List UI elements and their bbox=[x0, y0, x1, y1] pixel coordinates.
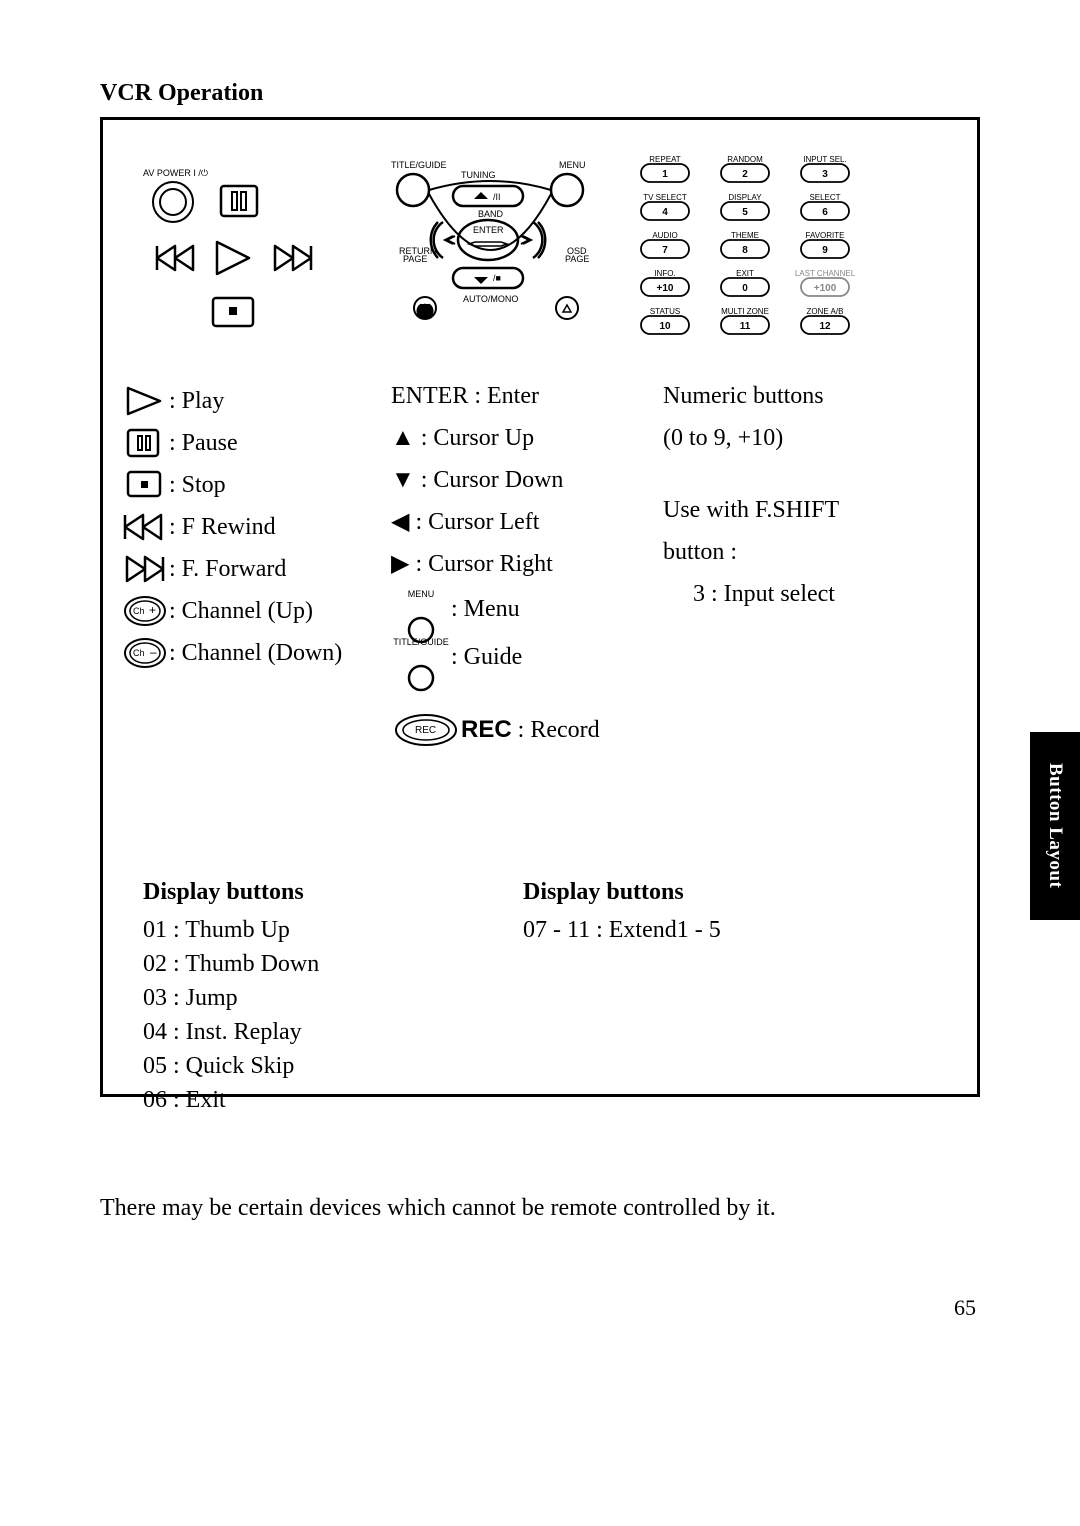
display-buttons-right: Display buttons 07 - 11 : Extend1 - 5 bbox=[523, 875, 721, 947]
rec-icon: REC bbox=[391, 712, 461, 748]
svg-text:3: 3 bbox=[822, 169, 828, 180]
display-buttons-left: Display buttons 01 : Thumb Up02 : Thumb … bbox=[143, 875, 319, 1117]
svg-text:11: 11 bbox=[740, 321, 751, 332]
fforward-icon bbox=[121, 554, 169, 584]
display-item: 03 : Jump bbox=[143, 981, 319, 1015]
av-power-label: AV POWER I /⏻ bbox=[143, 168, 208, 178]
svg-text:6: 6 bbox=[822, 207, 828, 218]
svg-text:8: 8 bbox=[742, 245, 748, 256]
svg-text:INPUT SEL.: INPUT SEL. bbox=[803, 155, 846, 164]
transport-diagram: AV POWER I /⏻ bbox=[121, 150, 341, 350]
svg-text:–: – bbox=[150, 645, 157, 659]
svg-text:TUNING: TUNING bbox=[461, 170, 496, 180]
display-item: 02 : Thumb Down bbox=[143, 947, 319, 981]
channel-down-icon: Ch– bbox=[121, 636, 169, 670]
play-icon bbox=[121, 386, 169, 416]
svg-text:Ch: Ch bbox=[133, 606, 145, 616]
svg-text:1: 1 bbox=[662, 169, 668, 180]
diagrams-row: AV POWER I /⏻ bbox=[103, 150, 977, 360]
svg-text:9: 9 bbox=[822, 245, 828, 256]
svg-text:+100: +100 bbox=[814, 283, 837, 294]
svg-text:PAGE: PAGE bbox=[565, 254, 589, 264]
svg-text:AUTO/MONO: AUTO/MONO bbox=[463, 294, 518, 304]
svg-text:7: 7 bbox=[662, 245, 668, 256]
svg-text:FAVORITE: FAVORITE bbox=[806, 231, 845, 240]
svg-text:MENU: MENU bbox=[559, 160, 586, 170]
stop-icon bbox=[121, 470, 169, 500]
svg-text:RANDOM: RANDOM bbox=[727, 155, 763, 164]
guide-icon: TITLE/GUIDE bbox=[391, 621, 451, 693]
svg-text:/II: /II bbox=[493, 192, 501, 202]
keypad-diagram: REPEATRANDOMINPUT SEL.123TV SELECTDISPLA… bbox=[615, 150, 875, 360]
svg-text:TITLE/GUIDE: TITLE/GUIDE bbox=[391, 160, 447, 170]
svg-text:4: 4 bbox=[662, 207, 668, 218]
display-item: 06 : Exit bbox=[143, 1083, 319, 1117]
svg-text:TV SELECT: TV SELECT bbox=[643, 193, 687, 202]
page-number: 65 bbox=[954, 1295, 976, 1321]
svg-text:PAGE: PAGE bbox=[403, 254, 427, 264]
svg-text:+10: +10 bbox=[657, 283, 674, 294]
svg-text:STATUS: STATUS bbox=[650, 307, 680, 316]
legend-col3: Numeric buttons (0 to 9, +10) Use with F… bbox=[663, 375, 923, 615]
svg-text:SELECT: SELECT bbox=[809, 193, 840, 202]
svg-text:EXIT: EXIT bbox=[736, 269, 754, 278]
svg-text:/■: /■ bbox=[493, 273, 501, 283]
svg-text:AUDIO: AUDIO bbox=[652, 231, 677, 240]
channel-up-icon: Ch + bbox=[121, 594, 169, 628]
svg-text:DISPLAY: DISPLAY bbox=[728, 193, 762, 202]
svg-text:10: 10 bbox=[659, 321, 671, 332]
legend-col1: : Play : Pause : Stop : F Rewind : F. Fo… bbox=[121, 380, 381, 674]
svg-text:2: 2 bbox=[742, 169, 748, 180]
svg-text:MULTI ZONE: MULTI ZONE bbox=[721, 307, 769, 316]
main-box: AV POWER I /⏻ bbox=[100, 117, 980, 1097]
display-item: 01 : Thumb Up bbox=[143, 913, 319, 947]
svg-text:ENTER: ENTER bbox=[473, 225, 504, 235]
svg-text:REC: REC bbox=[415, 725, 436, 736]
display-item: 07 - 11 : Extend1 - 5 bbox=[523, 913, 721, 947]
side-tab: Button Layout bbox=[1030, 732, 1080, 920]
svg-text:REPEAT: REPEAT bbox=[649, 155, 681, 164]
svg-text:ZONE A/B: ZONE A/B bbox=[807, 307, 844, 316]
pause-icon bbox=[121, 428, 169, 458]
frewind-icon bbox=[121, 512, 169, 542]
svg-text:+: + bbox=[149, 603, 156, 617]
footnote: There may be certain devices which canno… bbox=[100, 1195, 980, 1222]
svg-text:LAST CHANNEL: LAST CHANNEL bbox=[795, 269, 856, 278]
svg-text:0: 0 bbox=[742, 283, 748, 294]
page-title: VCR Operation bbox=[100, 80, 980, 107]
svg-text:INFO.: INFO. bbox=[654, 269, 675, 278]
svg-text:5: 5 bbox=[742, 207, 748, 218]
svg-text:THEME: THEME bbox=[731, 231, 759, 240]
svg-text:12: 12 bbox=[819, 321, 831, 332]
display-item: 04 : Inst. Replay bbox=[143, 1015, 319, 1049]
display-item: 05 : Quick Skip bbox=[143, 1049, 319, 1083]
legend-col2: ENTER : Enter ▲ : Cursor Up ▼ : Cursor D… bbox=[391, 375, 661, 751]
svg-text:Ch: Ch bbox=[133, 648, 145, 658]
svg-text:BAND: BAND bbox=[478, 209, 504, 219]
nav-diagram: TITLE/GUIDE TUNING MENU /II BAND bbox=[351, 150, 601, 350]
